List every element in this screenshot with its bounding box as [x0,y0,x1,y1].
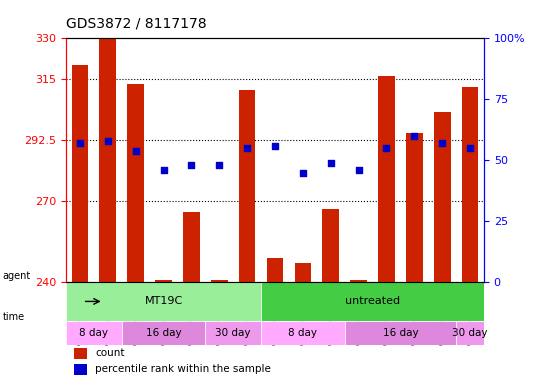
FancyBboxPatch shape [345,321,456,345]
Point [382,145,391,151]
FancyBboxPatch shape [122,321,205,345]
FancyBboxPatch shape [261,321,345,345]
Bar [74,364,87,375]
FancyBboxPatch shape [66,321,122,345]
Text: 8 day: 8 day [79,328,108,338]
Point [299,169,307,175]
Point [438,140,447,146]
Bar [127,84,144,282]
Point [326,160,335,166]
Bar [350,280,367,282]
Text: 30 day: 30 day [216,328,251,338]
FancyBboxPatch shape [261,282,484,321]
Bar [461,87,478,282]
Point [466,145,475,151]
Text: 8 day: 8 day [288,328,317,338]
Point [131,147,140,154]
Bar [155,280,172,282]
Point [75,140,84,146]
Bar [434,112,450,282]
Text: 30 day: 30 day [452,328,488,338]
Point [187,162,196,168]
Text: count: count [95,348,125,358]
Text: agent: agent [3,271,31,281]
Point [271,142,279,149]
Bar [211,280,228,282]
Point [410,133,419,139]
Bar [74,348,87,359]
FancyBboxPatch shape [66,282,261,321]
Bar [267,258,283,282]
Text: time: time [3,312,25,322]
Bar [183,212,200,282]
FancyBboxPatch shape [456,321,484,345]
Text: GDS3872 / 8117178: GDS3872 / 8117178 [66,17,207,31]
Point [215,162,224,168]
Text: percentile rank within the sample: percentile rank within the sample [95,364,271,374]
Bar [294,263,311,282]
Point [243,145,251,151]
Point [354,167,363,173]
FancyBboxPatch shape [205,321,261,345]
Bar [322,209,339,282]
Bar [406,133,423,282]
Bar [239,90,256,282]
Text: 16 day: 16 day [146,328,182,338]
Bar [378,76,395,282]
Text: 16 day: 16 day [383,328,418,338]
Bar [72,66,89,282]
Text: untreated: untreated [345,296,400,306]
Point [103,138,112,144]
Text: MT19C: MT19C [145,296,183,306]
Bar [100,38,116,282]
Point [159,167,168,173]
